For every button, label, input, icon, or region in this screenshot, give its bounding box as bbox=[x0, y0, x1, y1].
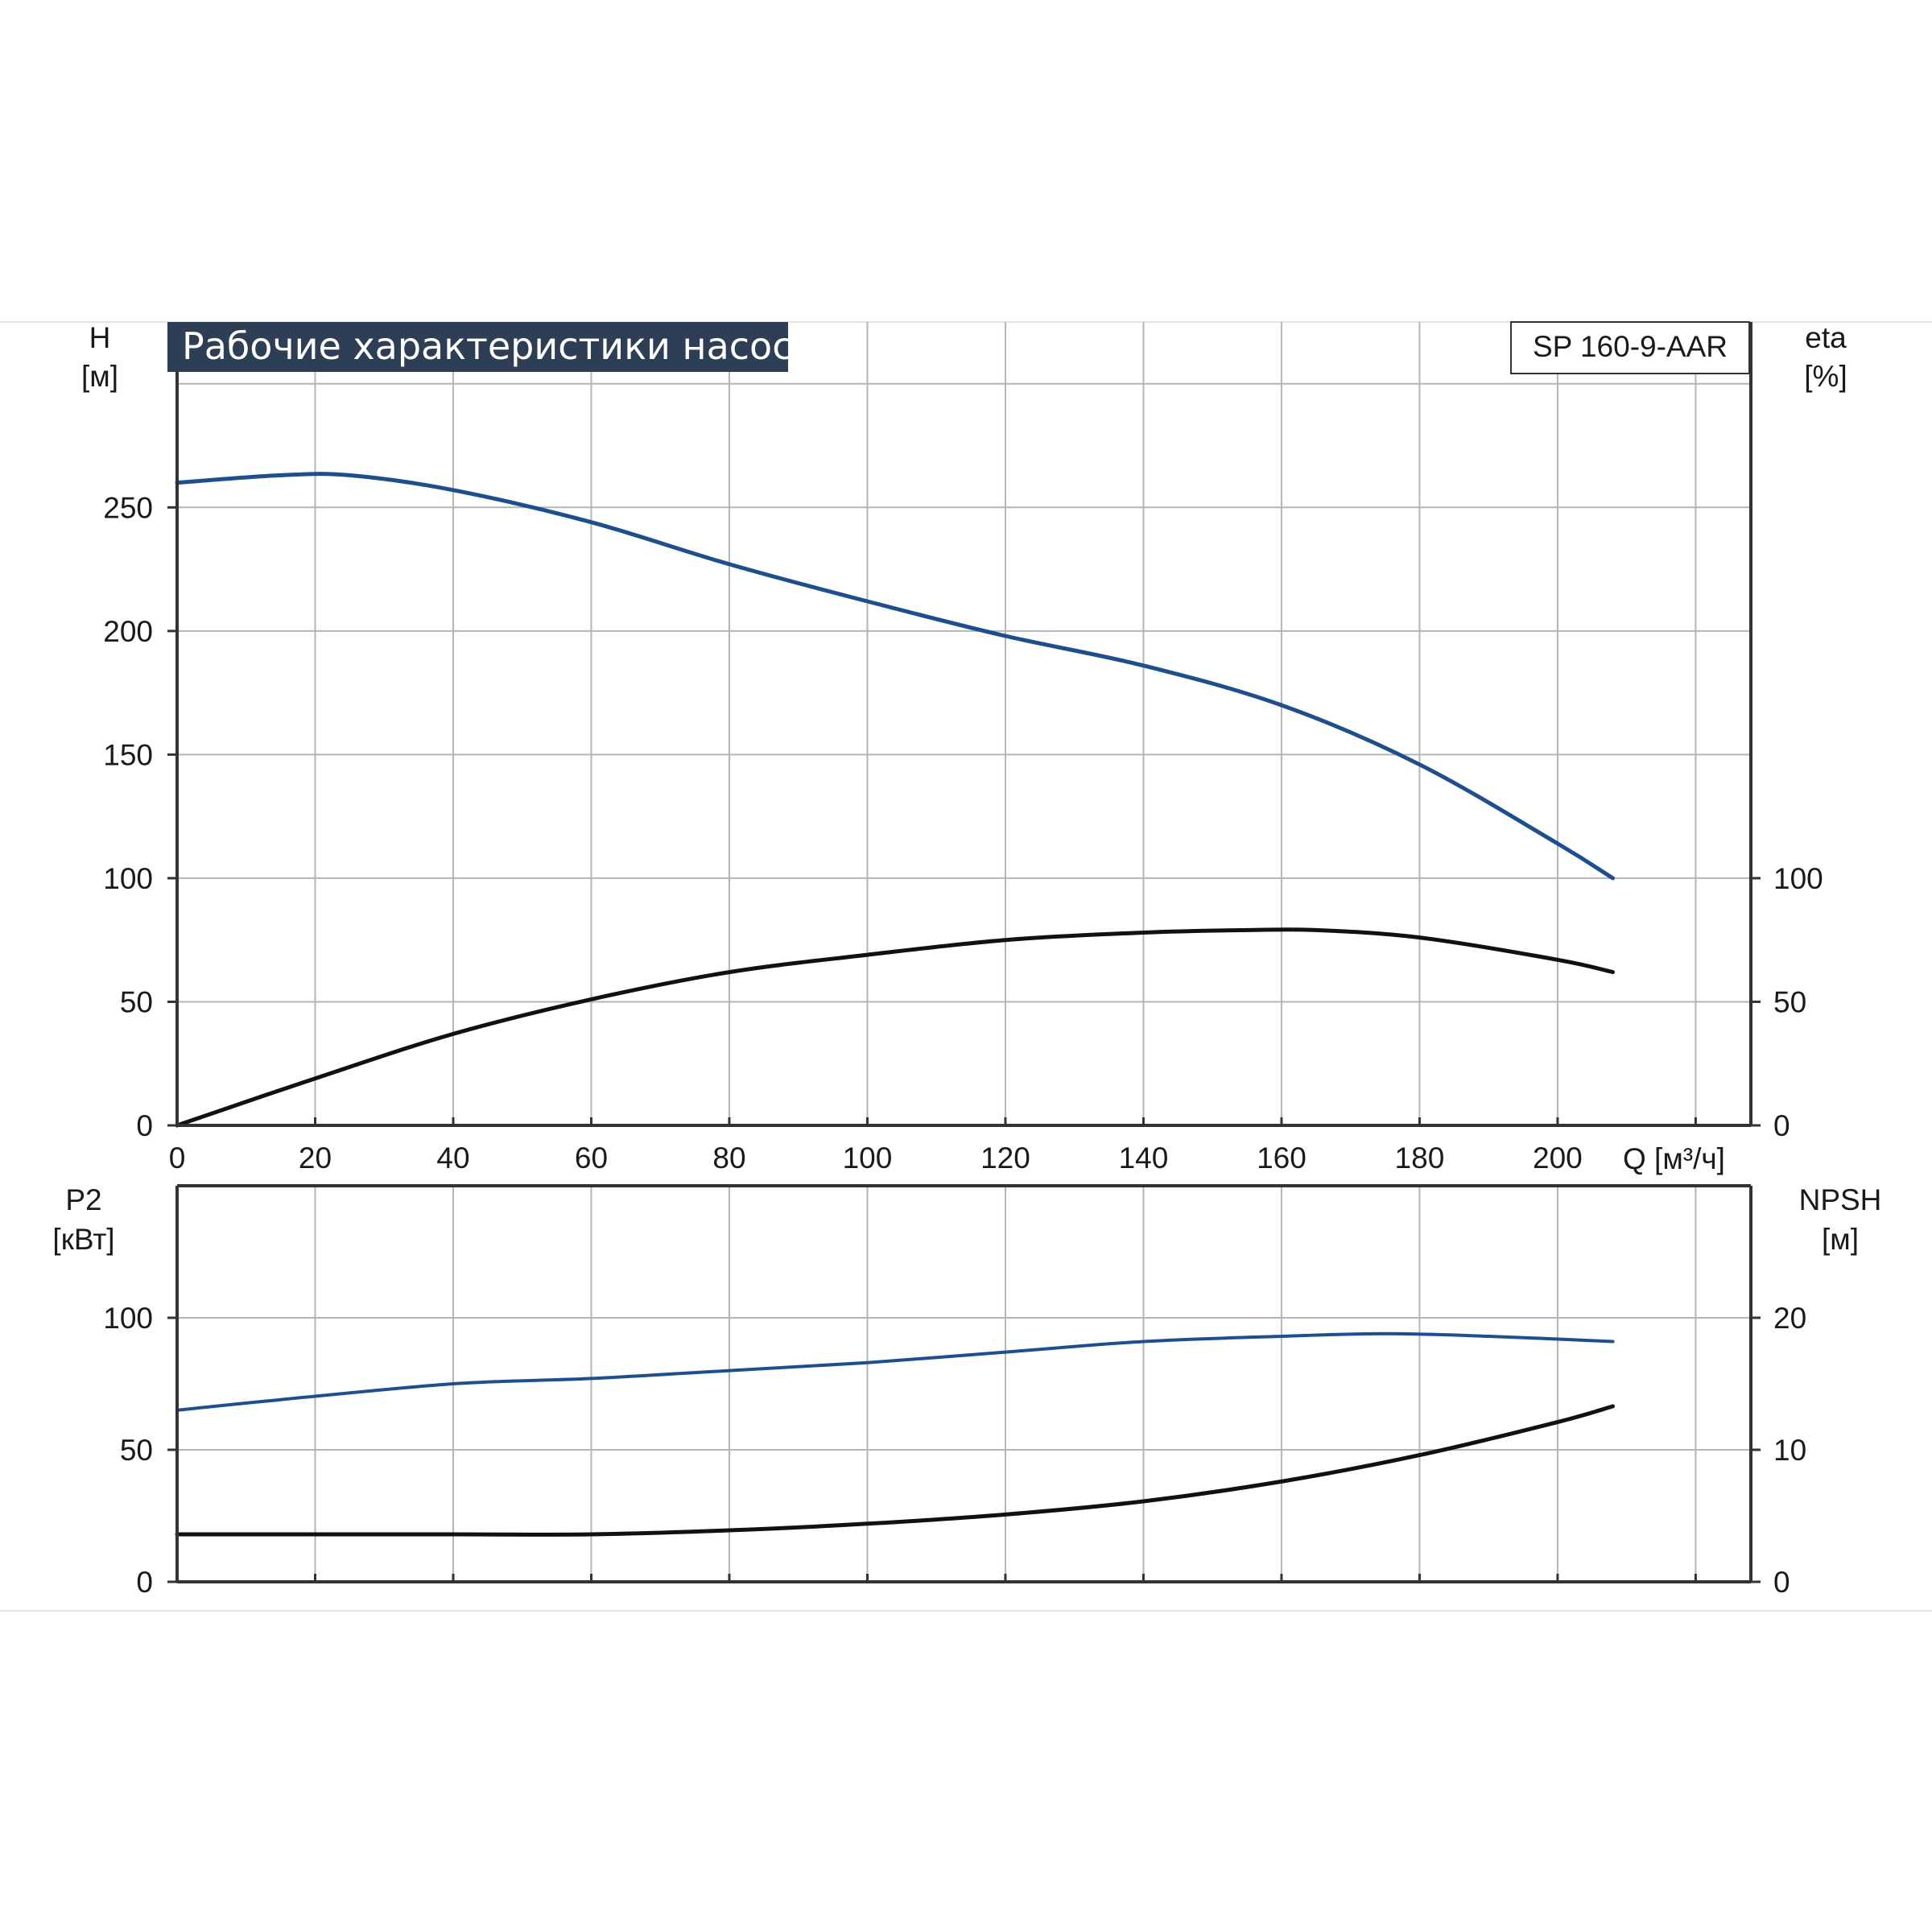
upper-right-tick-label: 0 bbox=[1773, 1109, 1790, 1142]
q-axis-label: Q [м³/ч] bbox=[1623, 1142, 1725, 1175]
upper-grid bbox=[177, 322, 1751, 1125]
lower-left-tick-label: 100 bbox=[103, 1302, 153, 1335]
npsh-axis-unit: [м] bbox=[1822, 1223, 1859, 1256]
upper-curves bbox=[175, 472, 1615, 1128]
upper-right-tick-label: 50 bbox=[1773, 985, 1806, 1018]
lower-grid bbox=[177, 1186, 1751, 1582]
lower-right-tick-label: 10 bbox=[1773, 1434, 1806, 1467]
upper-x-tick-label: 80 bbox=[712, 1141, 745, 1174]
upper-x-tick-label: 180 bbox=[1395, 1141, 1445, 1174]
upper-left-tick-label: 100 bbox=[103, 862, 153, 895]
p2-axis-label: P2 bbox=[65, 1183, 101, 1216]
upper-x-tick-label: 200 bbox=[1533, 1141, 1583, 1174]
lower-left-tick-label: 0 bbox=[136, 1566, 153, 1599]
upper-x-tick-label: 40 bbox=[436, 1141, 469, 1174]
upper-x-tick-label: 0 bbox=[169, 1141, 186, 1174]
upper-left-tick-label: 0 bbox=[136, 1109, 153, 1142]
lower-series-p2-line bbox=[175, 1331, 1615, 1412]
upper-left-tick-label: 50 bbox=[120, 985, 153, 1018]
lower-right-tick-label: 20 bbox=[1773, 1302, 1806, 1335]
upper-series-eta-line bbox=[175, 927, 1615, 1128]
upper-left-tick-label: 250 bbox=[103, 491, 153, 524]
lower-right-tick-label: 0 bbox=[1773, 1566, 1790, 1599]
chart-title-background bbox=[167, 322, 788, 372]
lower-series-npsh-line bbox=[175, 1404, 1615, 1537]
eta-axis-label: eta bbox=[1805, 321, 1847, 354]
upper-x-tick-label: 100 bbox=[843, 1141, 893, 1174]
upper-x-tick-label: 60 bbox=[575, 1141, 608, 1174]
chart-title: Рабочие характеристики насоса bbox=[182, 324, 815, 368]
model-box bbox=[1510, 321, 1750, 374]
upper-right-tick-label: 100 bbox=[1773, 862, 1823, 895]
upper-x-tick-label: 120 bbox=[980, 1141, 1030, 1174]
npsh-axis-label: NPSH bbox=[1799, 1183, 1882, 1216]
h-axis-unit: [м] bbox=[81, 360, 118, 393]
p2-axis-unit: [кВт] bbox=[52, 1223, 114, 1256]
upper-axes bbox=[167, 322, 1761, 1127]
lower-axes bbox=[167, 1184, 1761, 1583]
upper-x-tick-label: 160 bbox=[1257, 1141, 1307, 1174]
h-axis-label: H bbox=[89, 321, 111, 354]
upper-series-h-line bbox=[175, 472, 1615, 881]
upper-x-tick-label: 140 bbox=[1119, 1141, 1169, 1174]
lower-left-tick-label: 50 bbox=[120, 1434, 153, 1467]
lower-plot: 0 50 100 0 10 20 bbox=[103, 1184, 1806, 1599]
upper-left-tick-label: 150 bbox=[103, 738, 153, 771]
lower-curves bbox=[175, 1331, 1615, 1537]
model-label: SP 160-9-AAR bbox=[1533, 330, 1728, 363]
lower-ticks: 0 50 100 0 10 20 bbox=[103, 1302, 1806, 1599]
upper-ticks: 0 50 100 150 200 250 0 50 100 0 20 40 60 80 100 120 140 1… bbox=[103, 491, 1823, 1174]
upper-left-tick-label: 200 bbox=[103, 615, 153, 648]
upper-plot: 0 50 100 150 200 250 0 50 100 0 20 40 60 80 100 120 140 1… bbox=[103, 322, 1823, 1174]
upper-x-tick-label: 20 bbox=[299, 1141, 332, 1174]
eta-axis-unit: [%] bbox=[1804, 360, 1847, 393]
